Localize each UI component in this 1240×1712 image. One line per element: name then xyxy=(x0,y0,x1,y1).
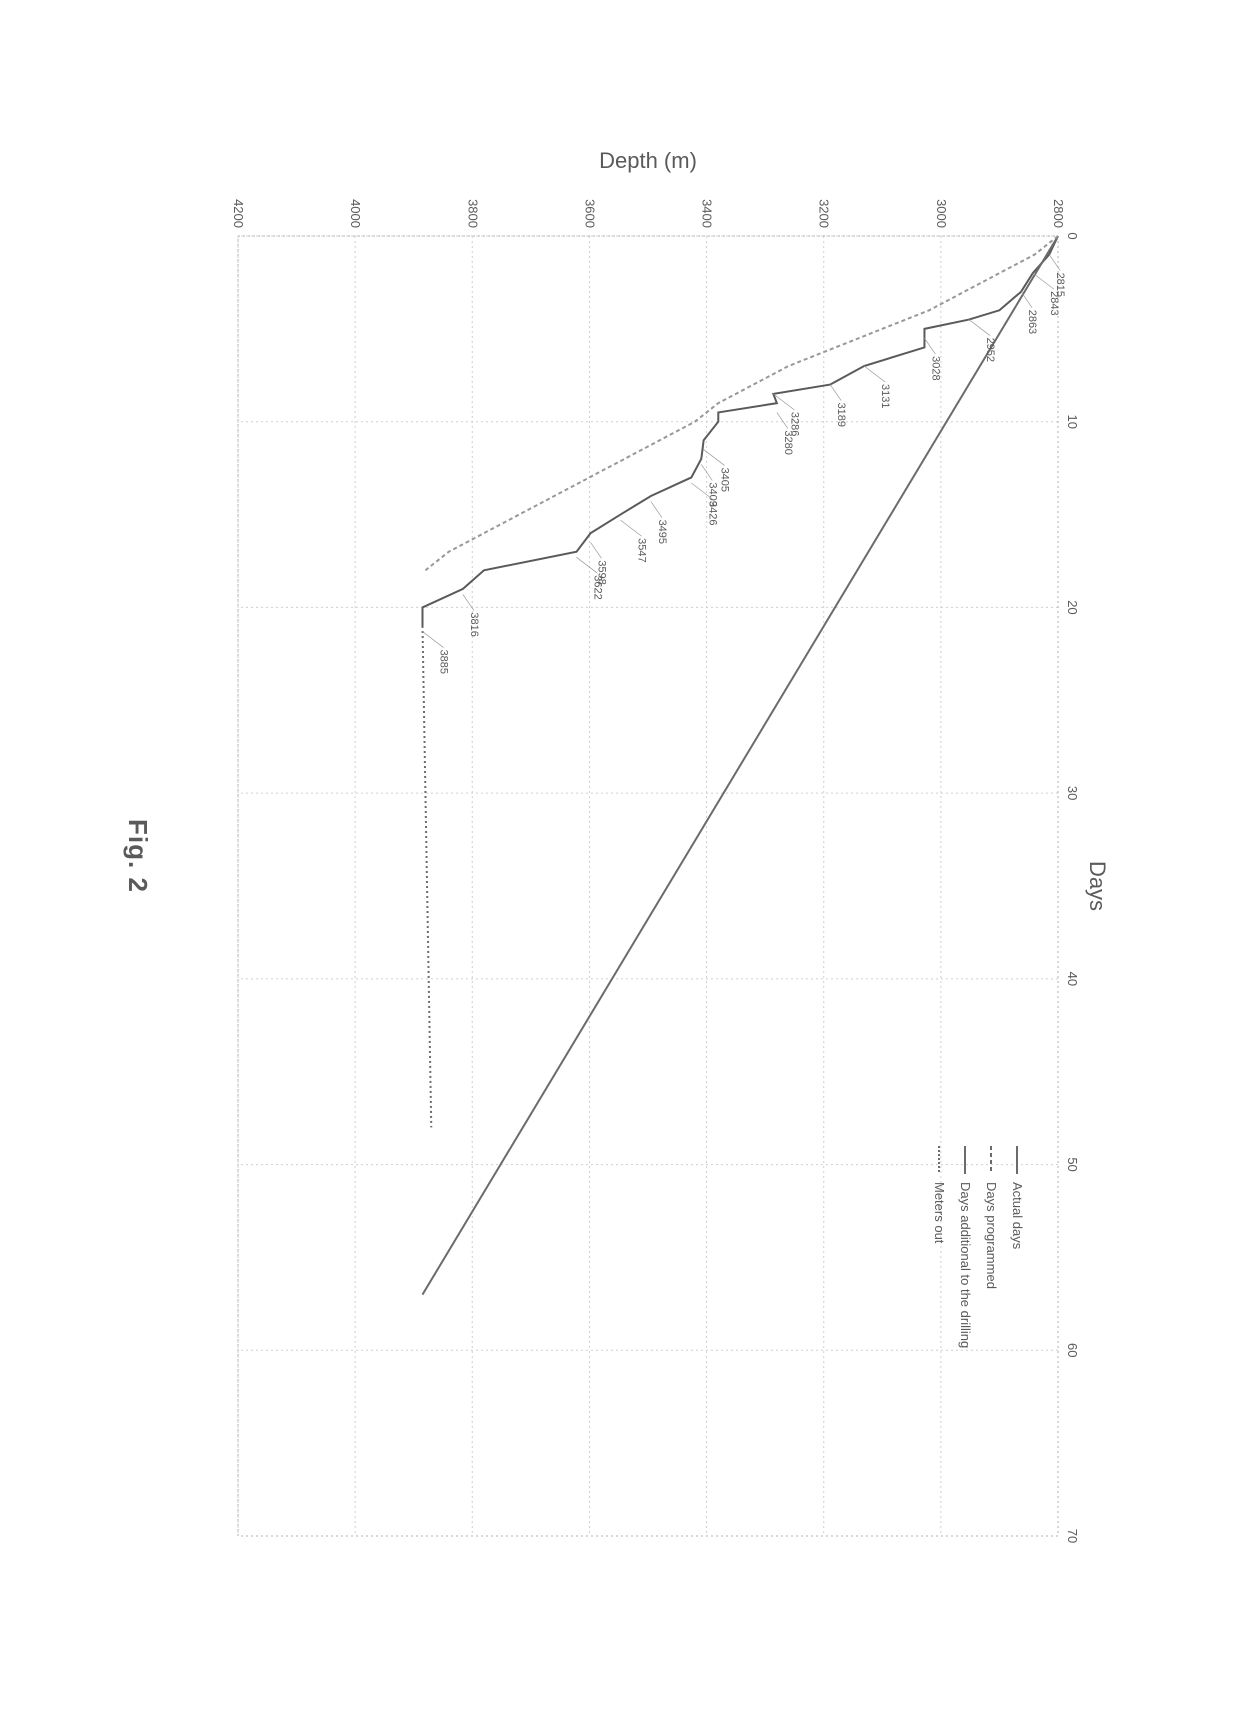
data-label: 3405 xyxy=(719,468,731,492)
svg-text:4000: 4000 xyxy=(348,199,363,228)
svg-text:0: 0 xyxy=(1065,232,1080,239)
data-label: 3028 xyxy=(929,356,941,380)
data-label: 2952 xyxy=(984,338,996,362)
svg-text:3600: 3600 xyxy=(582,199,597,228)
svg-text:40: 40 xyxy=(1065,972,1080,986)
page: 0 10 20 30 40 50 60 70 2800 3000 3200 3400 3600 3800 4… xyxy=(0,0,1240,1712)
svg-text:Days: Days xyxy=(1085,861,1110,911)
svg-text:4200: 4200 xyxy=(231,199,246,228)
svg-text:50: 50 xyxy=(1065,1157,1080,1171)
svg-text:3200: 3200 xyxy=(817,199,832,228)
svg-text:60: 60 xyxy=(1065,1343,1080,1357)
svg-text:30: 30 xyxy=(1065,786,1080,800)
chart-container: 0 10 20 30 40 50 60 70 2800 3000 3200 3400 3600 3800 4… xyxy=(122,146,1118,1566)
svg-text:Depth (m): Depth (m) xyxy=(599,148,697,173)
depth-vs-days-chart: 0 10 20 30 40 50 60 70 2800 3000 3200 3400 3600 3800 4… xyxy=(168,146,1118,1566)
svg-text:Days programmed: Days programmed xyxy=(984,1182,999,1289)
svg-text:20: 20 xyxy=(1065,600,1080,614)
data-label: 3280 xyxy=(782,430,794,454)
data-label: 3495 xyxy=(656,520,668,544)
svg-text:70: 70 xyxy=(1065,1529,1080,1543)
svg-text:10: 10 xyxy=(1065,414,1080,428)
svg-text:3000: 3000 xyxy=(934,199,949,228)
svg-text:Days additional to the drillin: Days additional to the drilling xyxy=(958,1182,973,1348)
data-label: 3622 xyxy=(592,575,604,599)
data-label: 3547 xyxy=(635,538,647,562)
data-label: 3426 xyxy=(706,501,718,525)
data-label: 3189 xyxy=(835,403,847,427)
svg-text:3800: 3800 xyxy=(465,199,480,228)
data-label: 3885 xyxy=(438,650,450,674)
data-label: 2863 xyxy=(1026,310,1038,334)
figure-label: Fig. 2 xyxy=(122,146,153,1566)
svg-text:2800: 2800 xyxy=(1051,199,1066,228)
svg-text:Actual days: Actual days xyxy=(1010,1182,1025,1250)
svg-text:Meters out: Meters out xyxy=(932,1182,947,1244)
svg-text:3400: 3400 xyxy=(700,199,715,228)
data-label: 3131 xyxy=(879,384,891,408)
data-label: 2843 xyxy=(1048,291,1060,315)
data-label: 3816 xyxy=(468,612,480,636)
